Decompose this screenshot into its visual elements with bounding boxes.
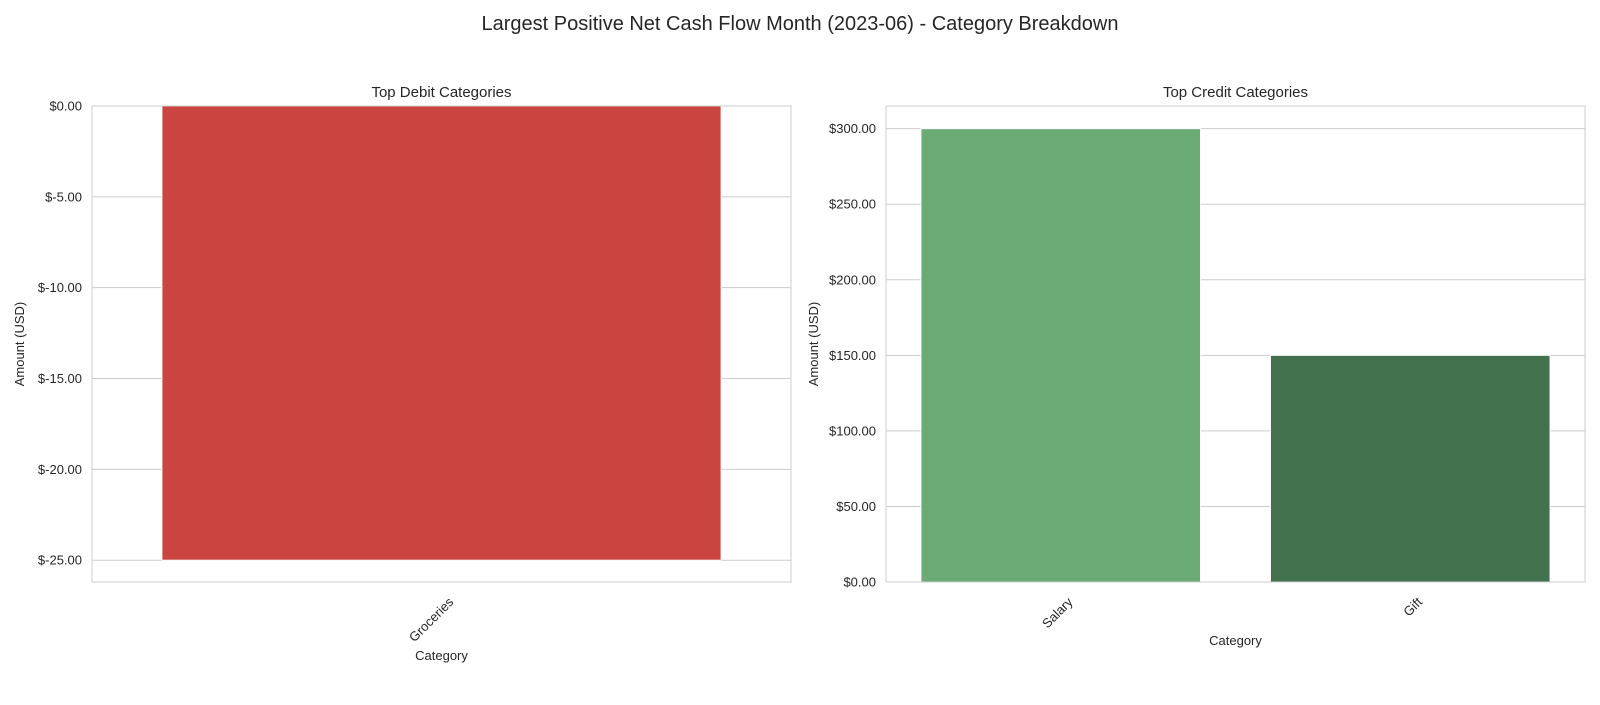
figure-title: Largest Positive Net Cash Flow Month (20…: [482, 13, 1119, 35]
axes-frame: [885, 105, 1586, 583]
y-tick-label: $200.00: [829, 272, 876, 287]
y-tick-label: $-10.00: [38, 280, 82, 295]
y-tick-label: $250.00: [829, 197, 876, 212]
panel-debit: Groceries $0.00 $-5.00 $-10.00 $-15.00 $-20.0…: [12, 84, 792, 663]
panel-title: Top Debit Categories: [371, 84, 511, 101]
x-axis-label: Category: [1209, 633, 1262, 648]
panel-title: Top Credit Categories: [1163, 84, 1308, 101]
y-tick-label: $0.00: [49, 99, 82, 114]
y-tick-label: $50.00: [836, 499, 876, 514]
axes-frame: [91, 105, 792, 583]
x-axis-label: Category: [415, 648, 468, 663]
x-tick-label: Salary: [1039, 594, 1076, 631]
y-tick-label: $100.00: [829, 423, 876, 438]
y-tick-label: $-25.00: [38, 553, 82, 568]
bar-groceries: [161, 105, 722, 561]
y-axis-label: Amount (USD): [806, 302, 821, 387]
y-tick-label: $300.00: [829, 121, 876, 136]
bar-gift: [1269, 354, 1551, 583]
bar-salary: [920, 128, 1202, 583]
panel-credit: Salary Gift $0.00 $50.00 $100.00 $150.00 $200.…: [806, 84, 1586, 648]
y-tick-label: $-5.00: [45, 189, 82, 204]
y-tick-label: $-20.00: [38, 462, 82, 477]
x-tick-label: Gift: [1400, 594, 1425, 619]
y-tick-label: $-15.00: [38, 371, 82, 386]
y-tick-label: $0.00: [843, 575, 876, 590]
y-axis-label: Amount (USD): [12, 302, 27, 387]
y-tick-label: $150.00: [829, 348, 876, 363]
x-tick-label: Groceries: [406, 594, 457, 645]
